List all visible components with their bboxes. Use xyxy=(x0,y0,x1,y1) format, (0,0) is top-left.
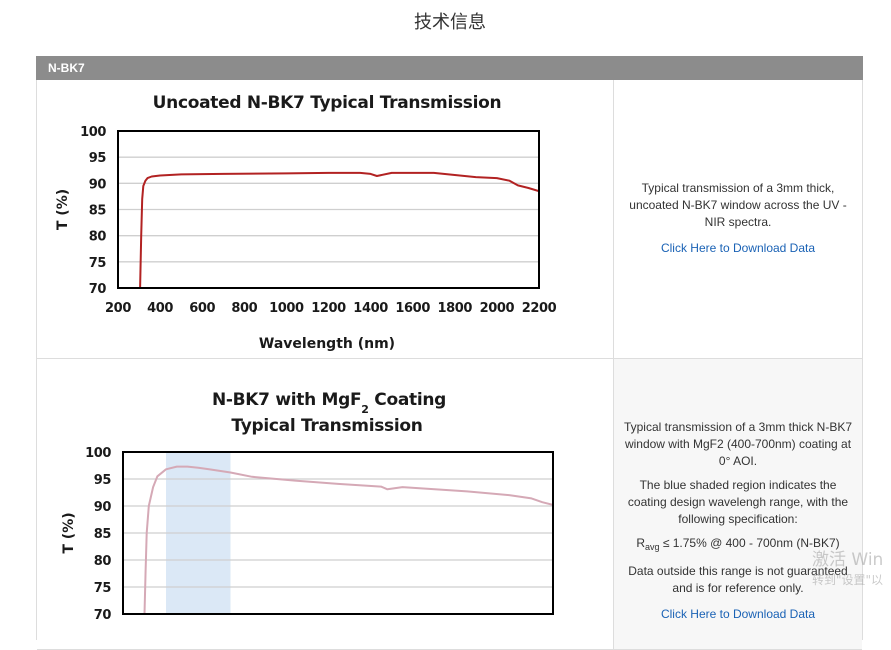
download-data-link[interactable]: Click Here to Download Data xyxy=(660,241,816,255)
y-tick-label: 85 xyxy=(89,204,107,219)
x-tick-label: 2000 xyxy=(480,301,515,316)
table-row: N-BK7 with MgF2 Coating Typical Transmiss… xyxy=(37,359,862,650)
x-tick-label: 1600 xyxy=(395,301,430,316)
y-tick-label: 95 xyxy=(89,151,107,166)
x-tick-label: 2200 xyxy=(522,301,557,316)
x-tick-label: 200 xyxy=(105,301,131,316)
x-tick-label: 1400 xyxy=(353,301,388,316)
y-tick-label: 90 xyxy=(94,500,112,515)
y-axis-label: T (%) xyxy=(61,512,77,553)
x-tick-label: 800 xyxy=(231,301,257,316)
description-cell-coated: Typical transmission of a 3mm thick N-BK… xyxy=(614,359,862,649)
x-tick-label: 1800 xyxy=(438,301,473,316)
activation-watermark: 激活 Win xyxy=(812,550,884,570)
spec-r: R xyxy=(636,536,645,550)
description-cell-uncoated: Typical transmission of a 3mm thick, unc… xyxy=(614,80,862,358)
uncoated-transmission-chart: Uncoated N-BK7 Typical Transmission 70 75 8… xyxy=(55,93,557,352)
y-tick-label: 100 xyxy=(85,446,111,461)
y-tick-label: 70 xyxy=(94,608,112,623)
x-tick-label: 1200 xyxy=(311,301,346,316)
x-axis-label: Wavelength (nm) xyxy=(259,336,395,352)
x-tick-label: 600 xyxy=(189,301,215,316)
y-tick-label: 95 xyxy=(94,473,112,488)
y-tick-label: 80 xyxy=(94,554,112,569)
y-tick-label: 75 xyxy=(89,256,107,271)
y-tick-label: 80 xyxy=(89,230,107,245)
y-tick-label: 85 xyxy=(94,527,112,542)
y-tick-label: 70 xyxy=(89,282,107,297)
chart-title-line2: Typical Transmission xyxy=(231,416,422,436)
download-data-link[interactable]: Click Here to Download Data xyxy=(660,607,816,621)
chart-title: Uncoated N-BK7 Typical Transmission xyxy=(153,93,502,113)
y-axis-label: T (%) xyxy=(55,189,71,230)
chart-cell-coated: N-BK7 with MgF2 Coating Typical Transmiss… xyxy=(37,359,614,649)
description-text: Typical transmission of a 3mm thick N-BK… xyxy=(623,420,853,468)
chart-cell-uncoated: Uncoated N-BK7 Typical Transmission 70 75 8… xyxy=(37,80,614,358)
plot-frame xyxy=(122,451,554,615)
page-title: 技术信息 xyxy=(414,12,486,33)
transmission-line xyxy=(143,465,553,614)
spec-text: Ravg ≤ 1.75% @ 400 - 700nm (N-BK7) xyxy=(614,535,862,556)
description-text: Data outside this range is not guarantee… xyxy=(628,564,848,595)
spec-rest: ≤ 1.75% @ 400 - 700nm (N-BK7) xyxy=(659,536,840,550)
description-text: Typical transmission of a 3mm thick, unc… xyxy=(629,181,847,229)
description-text: The blue shaded region indicates the coa… xyxy=(627,478,849,526)
y-tick-label: 90 xyxy=(89,177,107,192)
spec-sub: avg xyxy=(644,542,660,552)
x-tick-label: 400 xyxy=(147,301,173,316)
plot-frame xyxy=(117,130,540,289)
section-header-n-bk7: N-BK7 xyxy=(36,56,863,80)
activation-watermark-sub: 转到"设置"以 xyxy=(812,573,884,587)
transmission-line xyxy=(139,171,539,288)
tech-info-table: Uncoated N-BK7 Typical Transmission 70 75 8… xyxy=(36,80,863,650)
chart-title: N-BK7 with MgF2 Coating xyxy=(212,390,446,416)
y-tick-label: 75 xyxy=(94,581,112,596)
table-row: Uncoated N-BK7 Typical Transmission 70 75 8… xyxy=(37,80,862,359)
y-tick-label: 100 xyxy=(80,125,106,140)
x-tick-label: 1000 xyxy=(269,301,304,316)
